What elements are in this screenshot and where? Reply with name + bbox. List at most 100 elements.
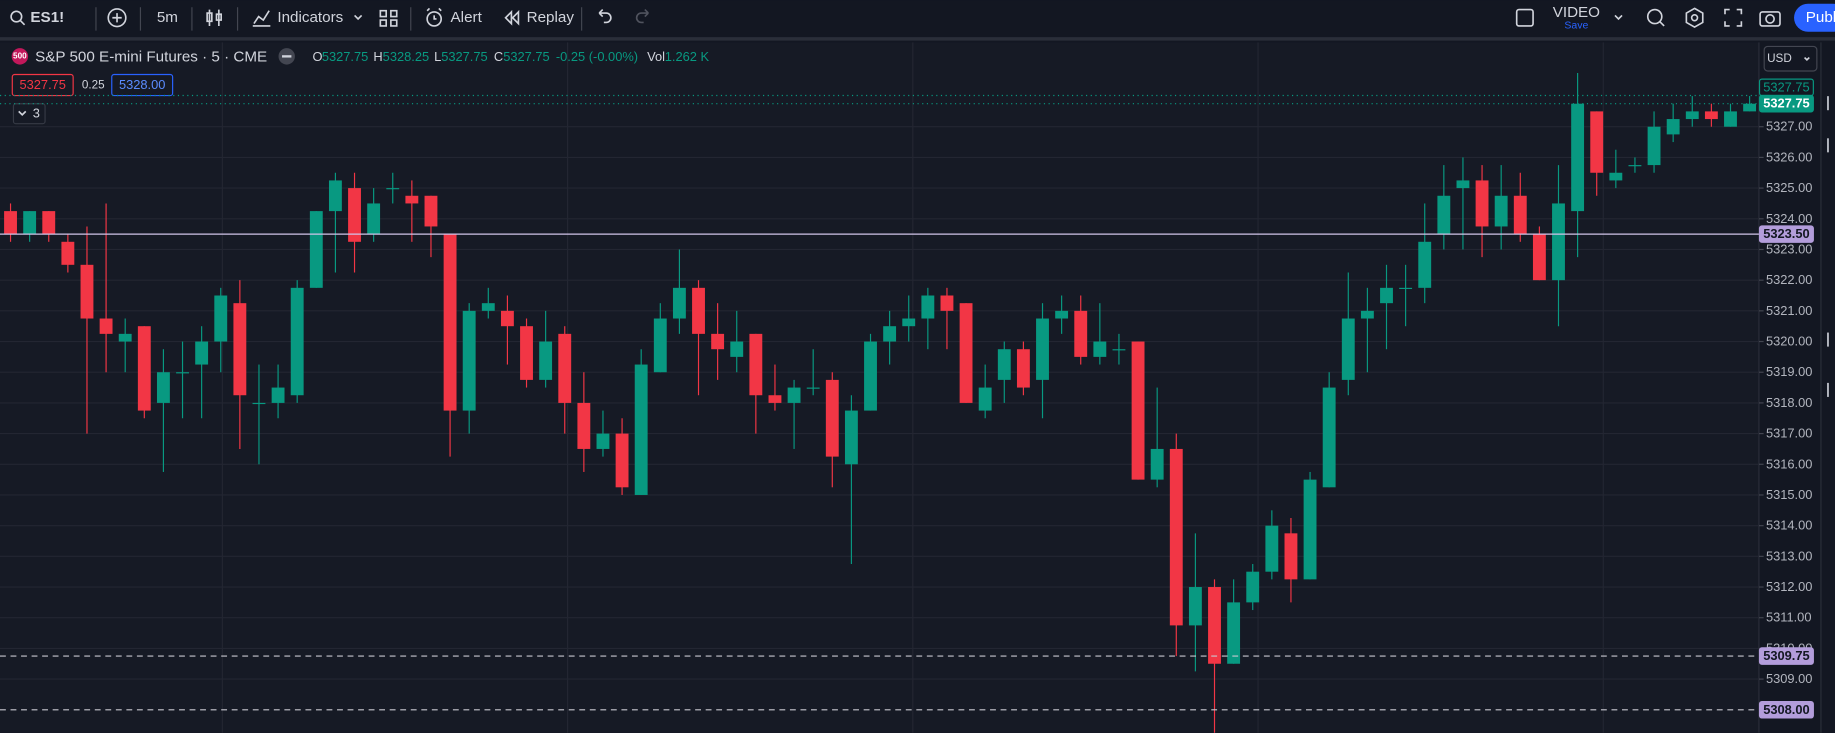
candle-body [1360, 310, 1374, 319]
price-tag-label: 5323.50 [1763, 226, 1809, 241]
indicators-toggle[interactable] [12, 103, 46, 125]
layout-icon[interactable] [1515, 8, 1534, 27]
price-tag-label: 5327.75 [1763, 96, 1809, 111]
change-value: -0.25 (-0.00%) [556, 49, 638, 64]
publish-button[interactable] [1794, 3, 1835, 32]
candle-body [23, 211, 37, 235]
undo-icon[interactable] [598, 8, 612, 24]
settings-icon[interactable] [1685, 7, 1704, 29]
candle-body [825, 379, 839, 457]
quick-search-icon[interactable] [1646, 8, 1663, 25]
candle-body [137, 326, 151, 411]
bid-value[interactable]: 5327.75 [19, 77, 65, 92]
candle-body [1609, 172, 1623, 181]
price-tag-label: 5327.75 [1763, 79, 1809, 94]
y-tick-label: 5311.00 [1766, 610, 1812, 625]
open-value: 5327.75 [322, 49, 368, 64]
price-tag [1758, 647, 1814, 665]
candle-body [1227, 602, 1241, 664]
candle-body [1513, 195, 1527, 235]
candle-body [462, 310, 476, 411]
candle-body [252, 402, 266, 405]
candle-body [1265, 525, 1279, 572]
candle-body [749, 333, 763, 396]
indicators-count[interactable]: 3 [33, 106, 40, 121]
search-icon[interactable] [10, 10, 23, 23]
y-tick-label: 5312.00 [1766, 579, 1812, 594]
candle-body [500, 310, 514, 327]
indicators-icon[interactable] [252, 10, 271, 27]
ask-value[interactable]: 5328.00 [119, 77, 165, 92]
replay-button[interactable]: Replay [527, 9, 575, 26]
volume-value: 1.262 K [665, 49, 710, 64]
candle-body [386, 188, 400, 190]
currency-label[interactable]: USD [1767, 52, 1792, 65]
candle-body [653, 318, 667, 373]
candle-body [156, 372, 170, 403]
alert-button[interactable]: Alert [451, 9, 483, 26]
candle-body [1055, 310, 1069, 319]
price-tag [1758, 225, 1814, 243]
snapshot-icon[interactable] [1759, 11, 1781, 27]
video-label[interactable]: VIDEO [1553, 4, 1600, 21]
price-axis: 5309.005310.005311.005312.005313.005314.… [1758, 78, 1814, 719]
add-symbol-plus [112, 13, 122, 23]
candle-body [176, 372, 189, 374]
chevron[interactable] [354, 14, 363, 21]
add-symbol-icon[interactable] [107, 8, 127, 28]
chevron[interactable] [1614, 14, 1623, 21]
y-tick-label: 5316.00 [1766, 456, 1812, 471]
alert-icon[interactable] [426, 11, 443, 27]
save-label[interactable]: Save [1564, 20, 1588, 32]
ask-box[interactable] [111, 73, 174, 97]
candle-body [1437, 195, 1451, 235]
candle-body [309, 211, 323, 288]
candle-body [902, 318, 916, 327]
candle-body [787, 387, 801, 403]
candle-body [1628, 165, 1642, 167]
currency-button[interactable] [1763, 45, 1818, 72]
low-label: L [434, 49, 441, 64]
publish-label[interactable]: Publ [1806, 9, 1835, 26]
symbol-logo-text: 500 [13, 52, 27, 61]
fullscreen-icon[interactable] [1724, 8, 1743, 27]
price-tag [1758, 701, 1814, 719]
candle-body [1399, 287, 1413, 290]
candle-body [577, 402, 591, 449]
candle-body [1093, 341, 1107, 357]
candle-body [1647, 126, 1661, 166]
candle-body [883, 326, 897, 342]
interval[interactable]: 5m [157, 9, 178, 26]
collapse-minus [282, 55, 292, 58]
candle-body [4, 211, 17, 235]
y-tick-label: 5324.00 [1766, 211, 1812, 226]
candle-body [1341, 318, 1355, 380]
candle-body [233, 303, 247, 396]
y-tick-label: 5309.00 [1766, 671, 1812, 686]
chart-type-icon[interactable] [206, 9, 223, 26]
replay-icon[interactable] [504, 9, 520, 26]
chevron [18, 110, 27, 117]
y-tick-label: 5327.00 [1766, 119, 1812, 134]
candle-body [1456, 180, 1470, 189]
candle-body [424, 195, 438, 227]
candle-body [1016, 349, 1030, 388]
candle-body [1475, 180, 1489, 227]
candle-body [1188, 587, 1202, 626]
candle-body [481, 303, 495, 311]
indicators-button[interactable]: Indicators [277, 9, 343, 26]
settings-icon-center [1690, 14, 1699, 22]
legend-title[interactable]: S&P 500 E-mini Futures · 5 · CME [35, 49, 267, 66]
candle-body [1246, 571, 1260, 603]
candle-body [328, 180, 342, 212]
candle-body [921, 295, 935, 319]
candle-body [768, 395, 782, 403]
candle-body [1685, 111, 1699, 120]
layouts-icon[interactable] [379, 9, 398, 27]
redo-icon[interactable] [635, 8, 649, 24]
y-tick-label: 5314.00 [1766, 518, 1812, 533]
candle-body [1322, 387, 1336, 488]
spread-value: 0.25 [82, 79, 105, 92]
search-icon-handle [19, 19, 26, 26]
symbol[interactable]: ES1! [30, 9, 64, 26]
